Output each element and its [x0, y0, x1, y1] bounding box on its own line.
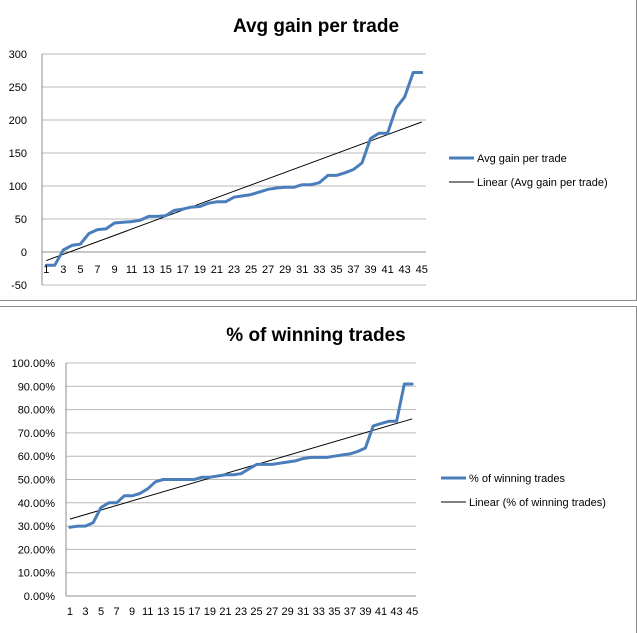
y-tick-label: 80.00% [18, 405, 56, 417]
y-tick-label: 90.00% [18, 381, 56, 393]
x-tick-label: 9 [129, 606, 135, 618]
trendline-line [46, 121, 422, 262]
x-tick-label: 35 [330, 264, 342, 276]
x-tick-label: 11 [126, 264, 137, 276]
x-tick-label: 29 [279, 264, 291, 276]
x-tick-label: 37 [344, 606, 356, 618]
x-tick-label: 21 [219, 606, 231, 618]
legend-label-series: Avg gain per trade [477, 153, 567, 165]
x-tick-label: 23 [235, 606, 247, 618]
y-tick-label: 200 [9, 115, 27, 127]
x-tick-label: 39 [364, 264, 376, 276]
series-line [68, 382, 414, 529]
series-lines [44, 71, 424, 267]
y-tick-label: 10.00% [18, 568, 56, 580]
x-tick-label: 1 [67, 606, 73, 618]
x-tick-label: 39 [359, 606, 371, 618]
x-tick-label: 13 [143, 264, 155, 276]
x-tick-label: 3 [60, 264, 66, 276]
x-tick-label: 33 [313, 606, 325, 618]
x-tick-label: 33 [313, 264, 325, 276]
x-tick-label: 3 [82, 606, 88, 618]
chart-title: % of winning trades [226, 325, 405, 346]
x-tick-label: 15 [160, 264, 172, 276]
x-tick-label: 17 [188, 606, 200, 618]
legend-label-trend: Linear (Avg gain per trade) [477, 177, 608, 189]
x-tick-label: 43 [390, 606, 402, 618]
x-tick-label: 41 [381, 264, 393, 276]
y-tick-label: 20.00% [18, 544, 56, 556]
x-tick-label: 45 [416, 264, 428, 276]
x-tick-label: 41 [375, 606, 387, 618]
y-tick-label: 100 [9, 181, 27, 193]
y-tick-label: 0 [21, 247, 27, 259]
x-tick-label: 35 [328, 606, 340, 618]
x-tick-label: 21 [211, 264, 223, 276]
legend-label-trend: Linear (% of winning trades) [469, 497, 606, 509]
y-tick-label: 50.00% [18, 475, 56, 487]
x-tick-label: 13 [157, 606, 169, 618]
x-tick-label: 23 [228, 264, 240, 276]
y-tick-label: 30.00% [18, 521, 56, 533]
x-tick-label: 7 [113, 606, 119, 618]
x-tick-label: 31 [296, 264, 308, 276]
y-tick-label: 70.00% [18, 428, 56, 440]
x-tick-label: 11 [142, 606, 153, 618]
chart-panel-winning-trades: % of winning trades 0.00% 10.00% 20.00% 30.… [0, 306, 637, 633]
x-tick-label: 5 [77, 264, 83, 276]
x-tick-label: 9 [111, 264, 117, 276]
gridlines [65, 362, 416, 597]
y-tick-label: 100.00% [12, 358, 56, 370]
series-lines [68, 382, 414, 529]
x-tick-label: 29 [282, 606, 294, 618]
x-tick-label: 5 [98, 606, 104, 618]
trendline [46, 121, 422, 262]
y-axis-ticks: -50 0 50 100 150 200 250 300 [9, 49, 27, 292]
x-axis-ticks: 1 3 5 7 9 11 13 15 17 19 21 23 25 27 29 31 33 35 37 39 41 43 4… [43, 264, 428, 276]
x-tick-label: 19 [194, 264, 206, 276]
y-tick-label: 300 [9, 49, 27, 61]
y-tick-label: 40.00% [18, 498, 56, 510]
y-tick-label: 50 [15, 214, 27, 226]
x-axis-ticks: 1 3 5 7 9 11 13 15 17 19 21 23 25 27 29 31 33 35 37 39 41 43 4… [67, 606, 418, 618]
trendline [69, 418, 413, 520]
gridlines [41, 53, 426, 286]
x-tick-label: 7 [94, 264, 100, 276]
legend: % of winning trades Linear (% of winning… [441, 473, 606, 509]
x-tick-label: 27 [262, 264, 274, 276]
chart-title: Avg gain per trade [233, 16, 399, 37]
y-tick-label: -50 [11, 280, 27, 292]
chart-winning-trades: % of winning trades 0.00%10.00%20.00%30.… [12, 325, 606, 618]
x-tick-label: 1 [43, 264, 49, 276]
series-line [44, 71, 424, 267]
x-tick-label: 27 [266, 606, 278, 618]
chart-avg-gain: Avg gain per trade -50 0 50 100 150 200 250 300… [9, 16, 608, 292]
chart-panel-avg-gain: Avg gain per trade -50 0 50 100 150 200 250 300… [0, 0, 637, 301]
x-tick-label: 45 [406, 606, 418, 618]
y-tick-label: 250 [9, 82, 27, 94]
x-tick-label: 43 [399, 264, 411, 276]
legend-label-series: % of winning trades [469, 473, 565, 485]
y-tick-label: 60.00% [18, 451, 56, 463]
x-tick-label: 25 [250, 606, 262, 618]
y-tick-label: 0.00% [24, 591, 55, 603]
x-tick-label: 37 [347, 264, 359, 276]
x-tick-label: 31 [297, 606, 309, 618]
trendline-line [69, 418, 413, 520]
x-tick-label: 25 [245, 264, 257, 276]
x-tick-label: 19 [204, 606, 216, 618]
legend: Avg gain per trade Linear (Avg gain per … [449, 153, 608, 189]
x-tick-label: 15 [173, 606, 185, 618]
x-tick-label: 17 [177, 264, 189, 276]
y-axis-ticks: 0.00% 10.00% 20.00% 30.00% 40.00% 50.00% 60.00… [12, 358, 56, 603]
y-tick-label: 150 [9, 148, 27, 160]
